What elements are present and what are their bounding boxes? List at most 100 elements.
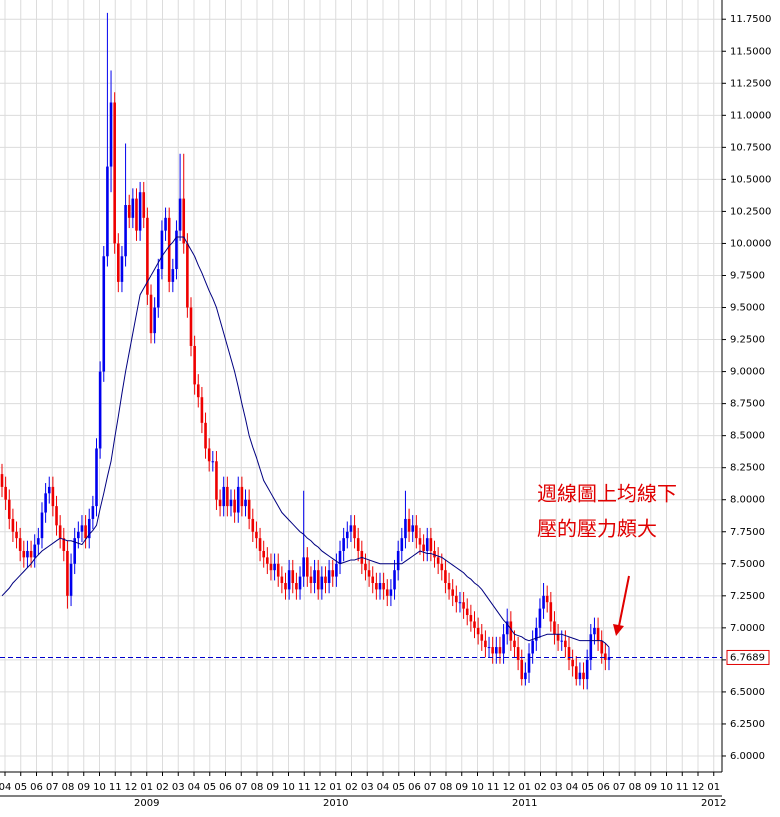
candle-body — [113, 102, 116, 244]
y-tick-label: 10.7500 — [730, 142, 771, 153]
candle-body — [560, 640, 564, 642]
candle-body — [84, 525, 87, 539]
y-tick-label: 9.2500 — [730, 335, 765, 346]
candle-body — [211, 461, 215, 463]
candle-body — [218, 499, 222, 507]
candle-body — [251, 518, 255, 532]
candle-body — [156, 269, 160, 308]
candle-body — [338, 550, 342, 564]
x-tick-label: 09 — [644, 782, 657, 793]
x-tick-label: 06 — [597, 782, 610, 793]
candle-body — [534, 627, 538, 641]
x-tick-label: 07 — [613, 782, 626, 793]
x-tick-label: 08 — [62, 782, 75, 793]
candle-body — [182, 198, 186, 244]
candle-body — [255, 531, 258, 539]
moving-average — [1, 236, 610, 648]
x-year-label: 2009 — [134, 798, 159, 809]
candle-body — [516, 647, 520, 660]
candle-body — [513, 640, 516, 648]
candle-body — [171, 269, 175, 282]
candle-body — [55, 506, 58, 526]
y-tick-label: 11.0000 — [730, 110, 771, 121]
candle-body — [378, 583, 382, 590]
candle-body — [200, 397, 204, 423]
candle-body — [400, 538, 404, 551]
candle-body — [142, 192, 146, 218]
y-tick-label: 7.2500 — [730, 591, 765, 602]
candle-body — [215, 461, 218, 500]
x-tick-label: 07 — [46, 782, 59, 793]
candle-body — [487, 647, 491, 649]
x-tick-label: 11 — [487, 782, 500, 793]
x-tick-label: 09 — [455, 782, 468, 793]
x-tick-label: 10 — [471, 782, 484, 793]
candle-body — [520, 659, 524, 680]
candle-body — [589, 634, 593, 660]
candle-body — [269, 563, 273, 571]
x-tick-label: 10 — [282, 782, 295, 793]
x-tick-label: 01 — [329, 782, 342, 793]
y-tick-label: 10.0000 — [730, 238, 771, 249]
candle-body — [229, 499, 233, 507]
candle-body — [600, 640, 604, 654]
candle-body — [382, 583, 385, 590]
candle-body — [393, 570, 396, 590]
candle-body — [266, 557, 269, 564]
candle-body — [207, 448, 211, 462]
candle-body — [455, 595, 458, 603]
candle-body — [135, 198, 138, 231]
x-tick-label: 07 — [235, 782, 248, 793]
candle-body — [15, 531, 18, 539]
candle-body — [273, 563, 276, 571]
candle-body — [462, 602, 465, 609]
candle-body — [91, 506, 95, 519]
candle-body — [164, 217, 167, 231]
x-tick-label: 07 — [424, 782, 437, 793]
candle-body — [313, 570, 316, 584]
candle-body — [196, 384, 200, 398]
x-tick-label: 06 — [30, 782, 43, 793]
last-price-box — [726, 649, 770, 665]
candle-body — [102, 256, 106, 372]
candle-body — [309, 576, 313, 584]
candle-body — [342, 538, 345, 551]
candle-body — [149, 294, 153, 334]
x-tick-label: 06 — [219, 782, 232, 793]
candle-body — [204, 422, 207, 449]
candle-body — [458, 602, 462, 604]
candle-body — [327, 570, 331, 584]
candle-body — [564, 640, 567, 648]
candle-body — [345, 531, 349, 539]
candle-body — [160, 230, 164, 270]
candle-body — [491, 647, 494, 654]
y-tick-label: 7.0000 — [730, 623, 765, 634]
candle-body — [37, 538, 40, 545]
candle-body — [549, 602, 553, 622]
candle-body — [418, 538, 422, 545]
candle-body — [353, 525, 356, 539]
candle-body — [167, 217, 171, 282]
candle-body — [389, 589, 393, 596]
y-tick-label: 8.0000 — [730, 495, 765, 506]
candle-body — [320, 576, 324, 590]
candle-body — [396, 550, 400, 571]
x-tick-label: 08 — [629, 782, 642, 793]
candle-body — [284, 583, 287, 590]
x-tick-label: 02 — [345, 782, 358, 793]
candle-body — [262, 550, 265, 558]
candle-body — [538, 608, 542, 628]
candle-body — [451, 589, 454, 596]
x-year-label: 2011 — [512, 798, 537, 809]
y-tick-label: 8.2500 — [730, 463, 765, 474]
candle-body — [375, 583, 378, 590]
candle-body — [258, 538, 262, 551]
y-tick-label: 10.5000 — [730, 174, 771, 185]
candle-body — [356, 538, 360, 551]
x-tick-label: 08 — [440, 782, 453, 793]
candle-body — [222, 486, 226, 507]
candle-body — [295, 583, 298, 590]
x-tick-label: 05 — [581, 782, 594, 793]
x-tick-label: 04 — [566, 782, 579, 793]
candle-body — [51, 486, 55, 507]
